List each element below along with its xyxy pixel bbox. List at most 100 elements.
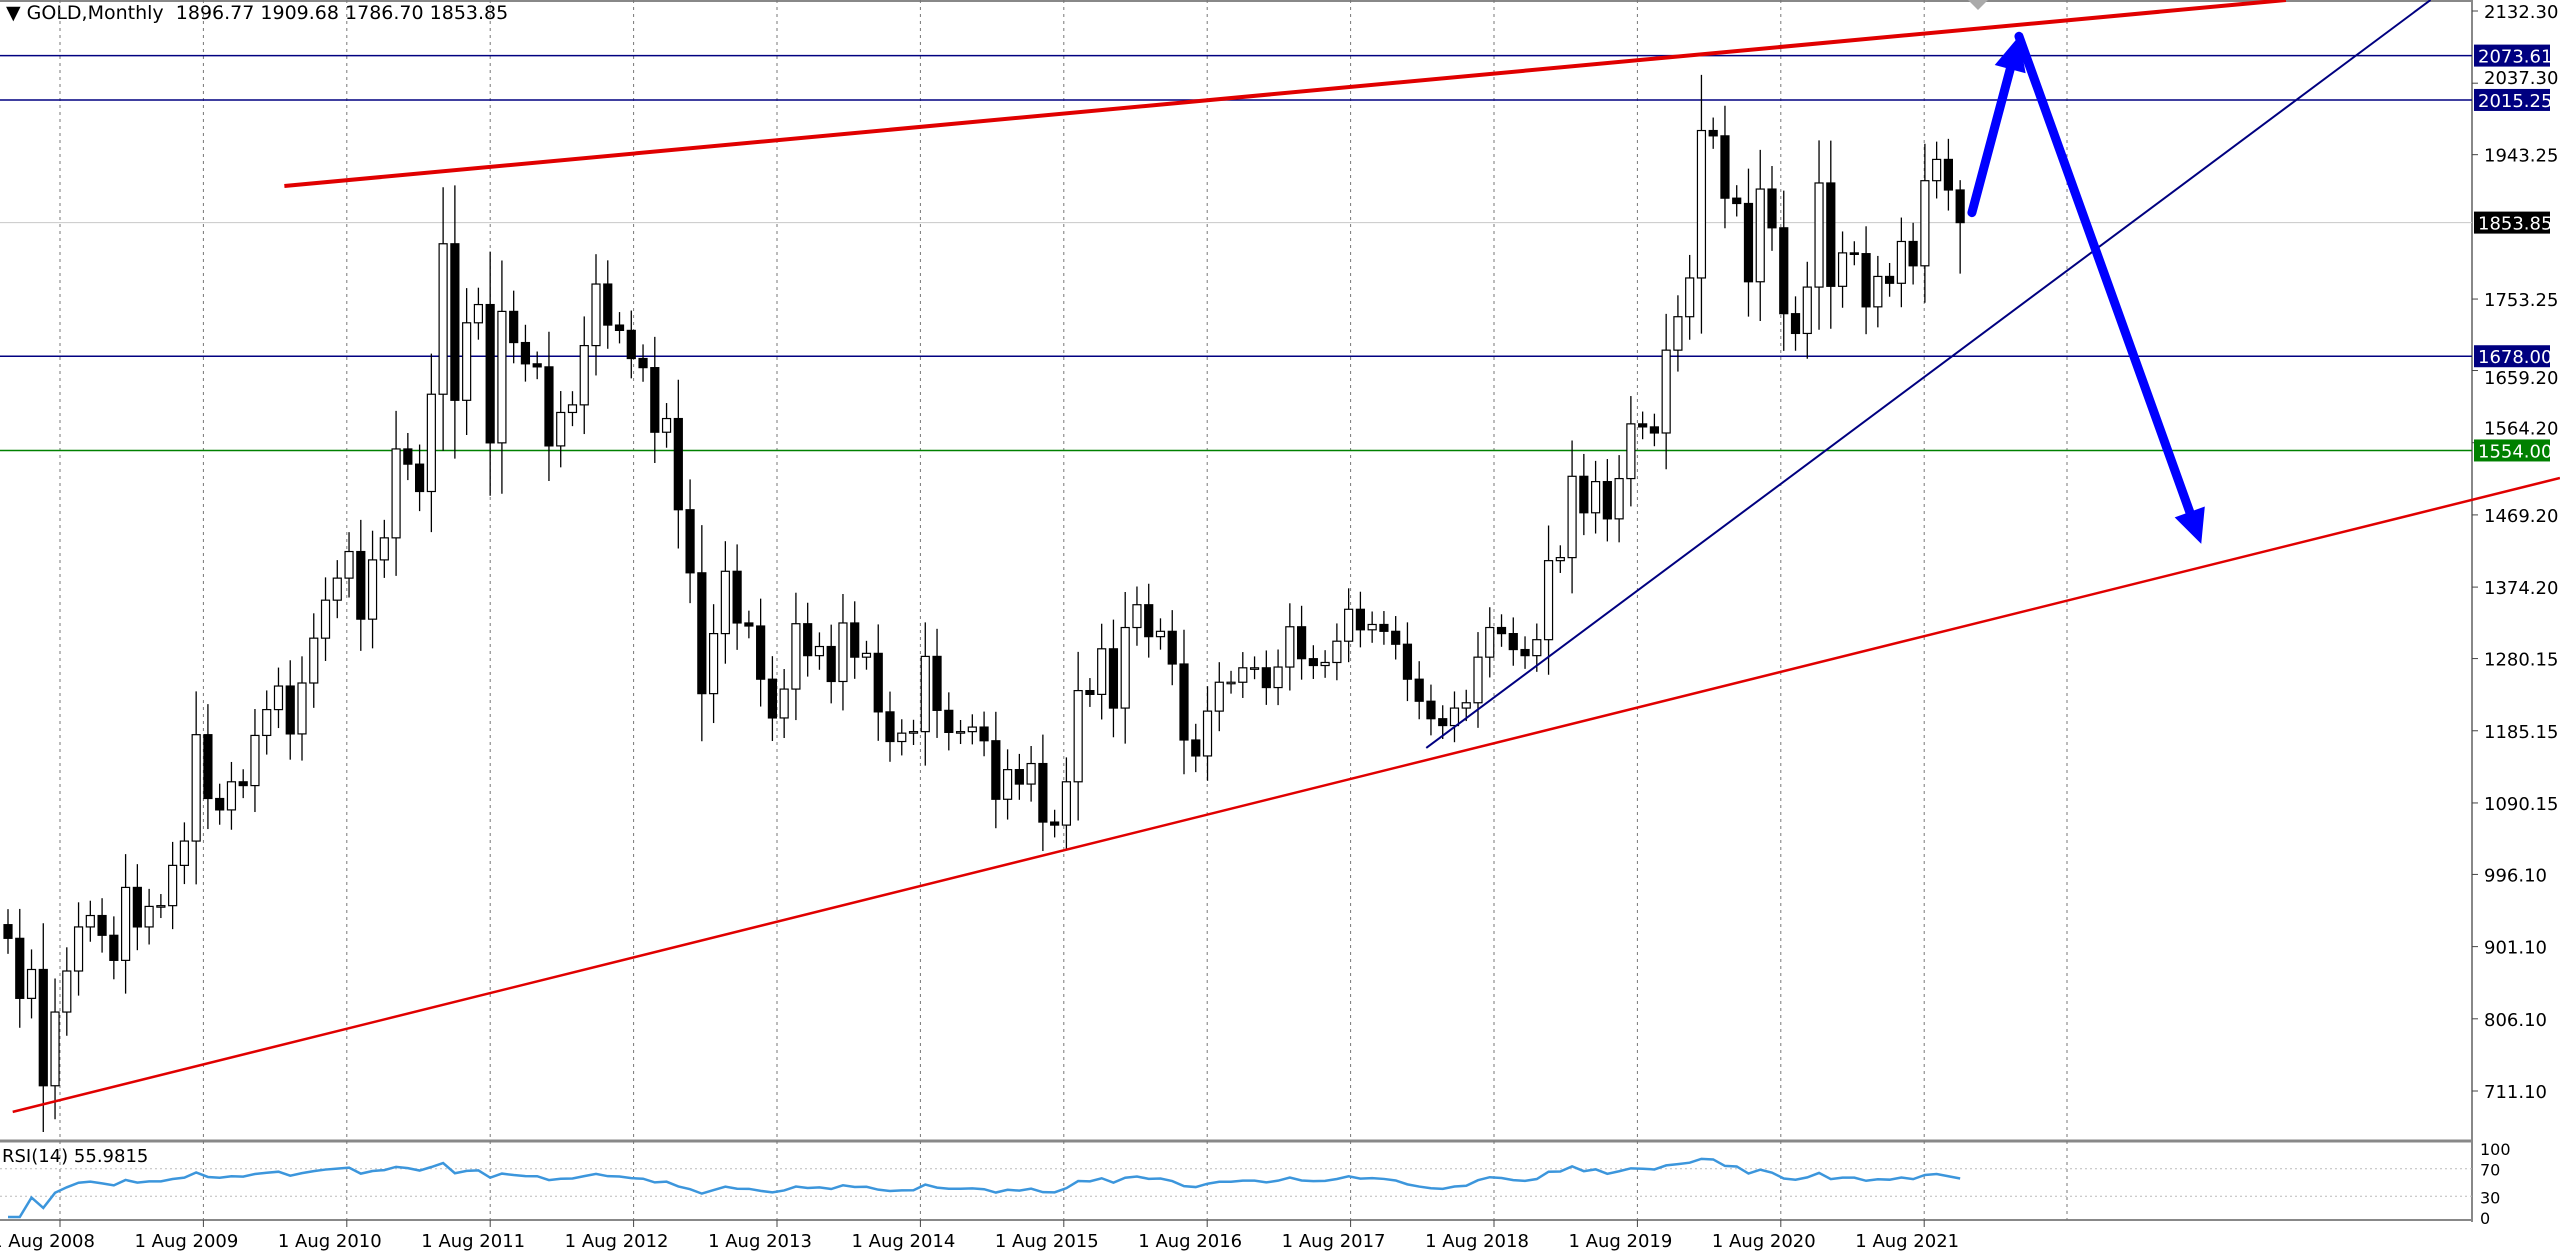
candle-body xyxy=(603,283,613,326)
menu-triangle-icon[interactable]: ▼ xyxy=(6,2,27,24)
candle-body xyxy=(1414,678,1424,702)
candle-body xyxy=(391,448,401,539)
candle xyxy=(1391,616,1401,660)
candle-body xyxy=(1449,707,1460,727)
time-axis-label: 1 Aug 2010 xyxy=(278,1231,382,1252)
candle-body xyxy=(1002,769,1013,800)
time-axis-label: 1 Aug 2012 xyxy=(565,1231,669,1252)
candle-body xyxy=(473,303,483,324)
candle-body xyxy=(1014,769,1024,785)
candle-body xyxy=(1438,718,1448,727)
candle xyxy=(1085,678,1095,707)
candle xyxy=(3,909,13,954)
candle-body xyxy=(1732,197,1742,205)
candle xyxy=(1050,809,1060,838)
candle-body xyxy=(873,652,883,713)
candle-body xyxy=(861,652,872,658)
candle-body xyxy=(1532,639,1542,657)
candle-body xyxy=(1496,626,1507,635)
candle-body xyxy=(15,937,25,999)
candle xyxy=(1449,691,1460,743)
candle xyxy=(897,719,907,756)
time-axis-label: 1 Aug 2014 xyxy=(851,1231,955,1252)
candle-body xyxy=(556,411,566,447)
candle xyxy=(1344,588,1354,663)
price-axis-label: 1753.25 xyxy=(2484,290,2558,311)
candle-body xyxy=(1461,702,1471,709)
candle xyxy=(603,260,613,349)
candle xyxy=(908,719,919,746)
candle xyxy=(1896,217,1906,308)
candle-body xyxy=(1167,630,1177,665)
candle-body xyxy=(1308,658,1318,667)
candle xyxy=(1308,645,1318,679)
price-level-badge xyxy=(2474,439,2550,462)
candle-body xyxy=(1320,661,1330,667)
candle-body xyxy=(438,243,448,395)
candle-body xyxy=(1038,762,1048,823)
candle xyxy=(591,254,601,376)
candle-body xyxy=(826,645,836,683)
candle xyxy=(273,667,284,729)
candle xyxy=(1955,180,1965,274)
candle xyxy=(567,391,578,427)
candle xyxy=(885,691,895,762)
candle xyxy=(1097,623,1107,720)
upper-red-trendline xyxy=(284,0,2287,189)
candle xyxy=(932,628,942,738)
time-axis-label: 1 Aug 2013 xyxy=(708,1231,812,1252)
candle xyxy=(156,894,166,919)
candle xyxy=(1849,241,1859,266)
candle-body xyxy=(415,463,425,493)
candle-body xyxy=(1296,626,1307,660)
lower-red-trendline xyxy=(12,476,2560,1114)
candle xyxy=(1579,453,1589,536)
candle xyxy=(1779,190,1789,351)
candle-body xyxy=(850,622,860,658)
candle-body xyxy=(1685,277,1695,318)
candle xyxy=(1179,629,1189,775)
price-axis-label: 806.10 xyxy=(2484,1010,2547,1031)
rsi-axis-label: 100 xyxy=(2480,1140,2511,1159)
candle-body xyxy=(908,731,919,734)
candle xyxy=(26,949,37,1019)
candle xyxy=(1932,141,1942,199)
candle xyxy=(1508,617,1518,666)
candle xyxy=(144,888,154,945)
candle-body xyxy=(1755,188,1765,283)
chart-header: ▼ GOLD,Monthly 1896.77 1909.68 1786.70 1… xyxy=(6,2,508,24)
candle-body xyxy=(1861,253,1871,308)
candle-body xyxy=(732,570,742,624)
candle xyxy=(438,187,448,451)
price-level-badge-label: 1678.00 xyxy=(2478,347,2552,368)
candle-body xyxy=(85,914,95,928)
candle xyxy=(1661,313,1671,470)
candle-body xyxy=(1179,663,1189,741)
candle-body xyxy=(897,732,907,743)
candle xyxy=(1061,757,1072,850)
candle-body xyxy=(697,572,707,695)
candle-body xyxy=(1884,275,1895,284)
candle-body xyxy=(1238,667,1248,683)
candle-body xyxy=(591,283,601,347)
candle-body xyxy=(320,599,331,639)
price-level-badge xyxy=(2474,44,2550,67)
candle-body xyxy=(626,329,636,360)
candle-body xyxy=(685,509,695,574)
candle xyxy=(1649,413,1660,447)
candle xyxy=(344,532,354,598)
candle-body xyxy=(567,404,578,414)
candle xyxy=(708,604,719,724)
candle xyxy=(1590,460,1601,534)
candle-body xyxy=(756,625,766,680)
time-axis-label: 1 Aug 2021 xyxy=(1855,1231,1959,1252)
candle-body xyxy=(1249,667,1260,670)
candle-body xyxy=(38,968,48,1087)
price-level-badge-label: 1853.85 xyxy=(2478,214,2552,235)
rsi-axis-label: 70 xyxy=(2480,1161,2500,1180)
candle-body xyxy=(708,633,719,695)
candle xyxy=(391,410,401,576)
candle xyxy=(1332,623,1342,681)
projection-arrow-down xyxy=(2014,31,2195,517)
